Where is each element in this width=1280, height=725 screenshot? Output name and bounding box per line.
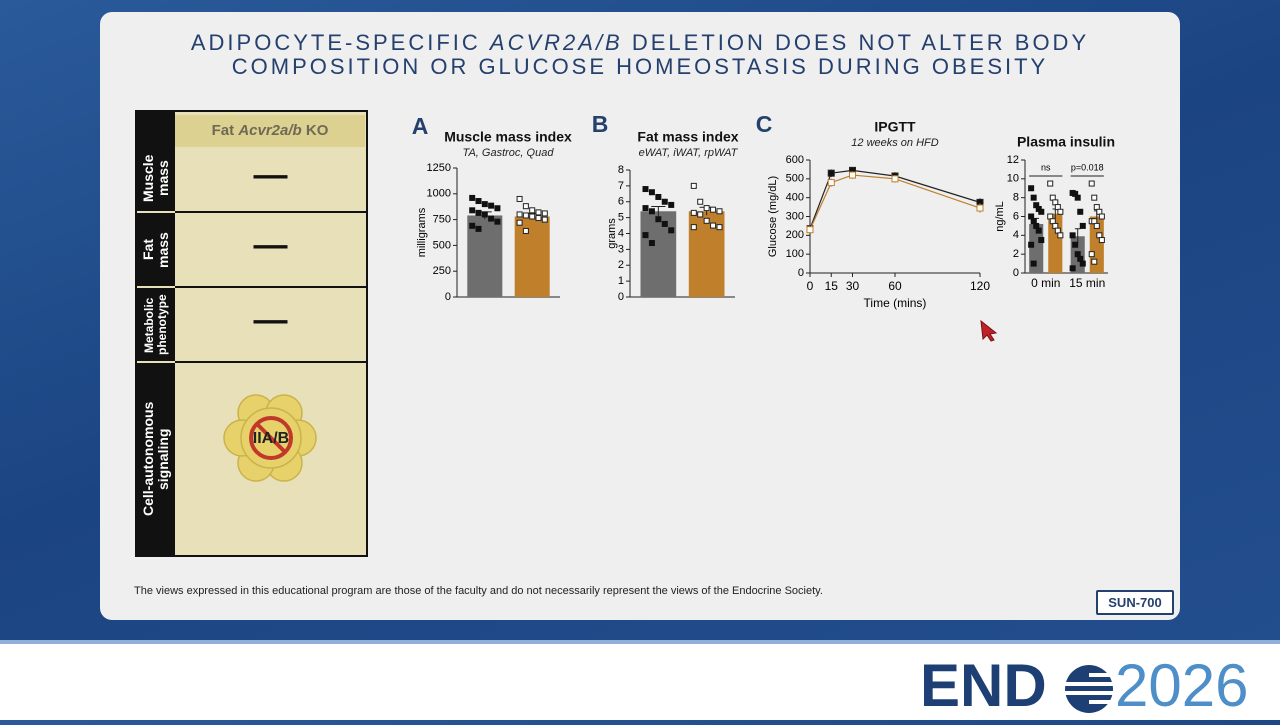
summary-table: Fat Acvr2a/b KO Muscle mass — Fat mass —… [135, 110, 368, 557]
header-gene: Acvr2a/b [238, 122, 302, 139]
title-text: ADIPOCYTE-SPECIFIC [190, 30, 490, 55]
row-label: Muscle mass [140, 154, 171, 202]
header-text: KO [301, 122, 329, 139]
cell-value: — [253, 301, 288, 339]
table-cell: — [175, 147, 366, 213]
row-label-cell: Metabolic phenotype [137, 288, 175, 363]
row-label: Metabolic phenotype [142, 294, 169, 355]
disclaimer: The views expressed in this educational … [134, 585, 823, 597]
title-gene: ACVR2A/B [489, 30, 623, 55]
row-label: Fat mass [140, 231, 171, 268]
logo-globe [1060, 665, 1119, 713]
title-text: DELETION DOES NOT ALTER BODY COMPOSITION… [231, 30, 1090, 79]
footer-band: END 2026 [0, 640, 1280, 720]
row-label: Cell-autonomous signaling [140, 401, 171, 517]
row-label-cell: Cell-autonomous signaling [137, 363, 175, 555]
header-text: Fat [211, 122, 239, 139]
table-cell: IIA/B [175, 363, 366, 555]
row-label-cell: Fat mass [137, 213, 175, 288]
table-cell: — [175, 213, 366, 288]
row-label-cell: Muscle mass [137, 112, 175, 213]
slide-title: ADIPOCYTE-SPECIFIC ACVR2A/B DELETION DOE… [160, 31, 1120, 79]
adipocyte-icon: IIA/B [222, 394, 317, 482]
cell-value: — [253, 226, 288, 264]
logo-right: 2026 [1115, 652, 1248, 719]
logo: END 2026 [920, 652, 1248, 719]
poster-code: SUN-700 [1096, 590, 1174, 615]
logo-left: END [920, 652, 1047, 719]
cell-value: — [253, 155, 288, 194]
table-header: Fat Acvr2a/b KO [175, 115, 365, 147]
cell-value: IIA/B [252, 430, 288, 447]
table-cell: — [175, 288, 366, 363]
